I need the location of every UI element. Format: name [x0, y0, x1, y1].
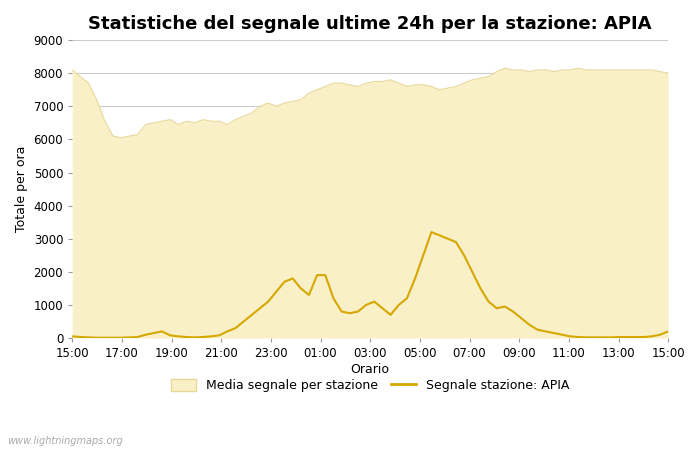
- X-axis label: Orario: Orario: [351, 363, 390, 376]
- Title: Statistiche del segnale ultime 24h per la stazione: APIA: Statistiche del segnale ultime 24h per l…: [88, 15, 652, 33]
- Y-axis label: Totale per ora: Totale per ora: [15, 146, 28, 232]
- Text: www.lightningmaps.org: www.lightningmaps.org: [7, 436, 122, 446]
- Legend: Media segnale per stazione, Segnale stazione: APIA: Media segnale per stazione, Segnale staz…: [167, 374, 574, 397]
